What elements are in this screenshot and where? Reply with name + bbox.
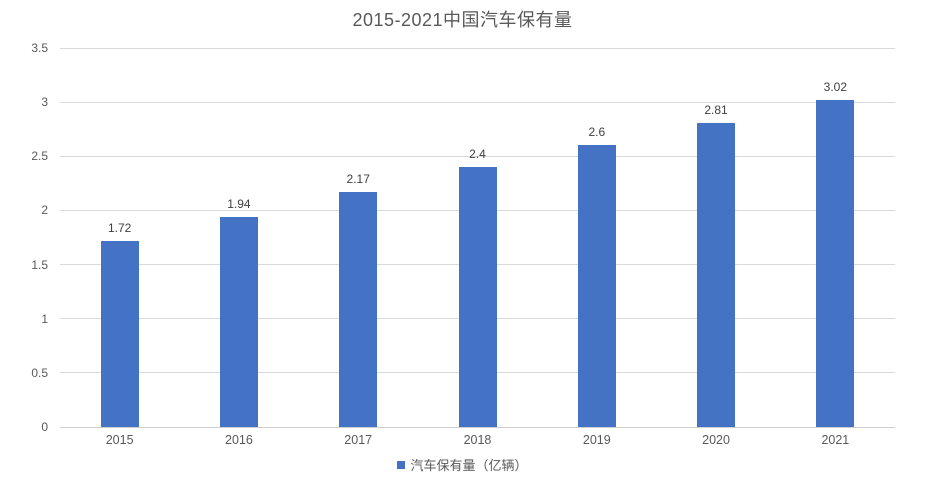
gridline bbox=[60, 155, 895, 157]
bar-2019 bbox=[577, 145, 616, 427]
x-axis-tick-label: 2018 bbox=[463, 433, 492, 447]
bar-value-label: 3.02 bbox=[823, 79, 848, 94]
y-axis-tick-label: 2.5 bbox=[31, 149, 48, 164]
bar-2020 bbox=[697, 122, 736, 427]
y-axis-tick-label: 3 bbox=[41, 95, 48, 110]
bar-2017 bbox=[339, 192, 378, 427]
bar-value-label: 2.81 bbox=[704, 102, 728, 117]
y-axis-tick-label: 0 bbox=[41, 420, 48, 434]
chart-title: 2015-2021中国汽车保有量 bbox=[352, 10, 573, 30]
x-axis-tick-label: 2021 bbox=[821, 433, 850, 447]
legend: 汽车保有量（亿辆） bbox=[0, 455, 925, 474]
gridline bbox=[60, 47, 895, 49]
x-axis-tick-label: 2016 bbox=[225, 433, 253, 447]
y-axis-tick-label: 0.5 bbox=[31, 365, 48, 380]
bar-value-label: 2.6 bbox=[588, 125, 606, 140]
x-axis-line bbox=[60, 426, 895, 428]
legend-entry: 汽车保有量（亿辆） bbox=[397, 455, 528, 474]
y-axis-tick-label: 2 bbox=[41, 203, 48, 218]
plot-area: 1.72 1.94 2.17 2.4 2.6 2.81 3.02 bbox=[60, 47, 895, 428]
gridline bbox=[60, 101, 895, 103]
bar-2018 bbox=[458, 167, 497, 427]
legend-label: 汽车保有量（亿辆） bbox=[410, 458, 528, 473]
bar-value-label: 2.4 bbox=[469, 147, 486, 162]
bar-value-label: 1.94 bbox=[227, 196, 251, 211]
bar-value-label: 2.17 bbox=[346, 172, 370, 187]
bar-value-label: 1.72 bbox=[107, 220, 132, 235]
x-axis-tick-label: 2015 bbox=[105, 433, 134, 447]
x-axis-tick-label: 2020 bbox=[702, 433, 730, 447]
y-axis-tick-label: 3.5 bbox=[31, 41, 48, 55]
y-axis-tick-label: 1.5 bbox=[31, 257, 48, 272]
x-axis-tick-label: 2017 bbox=[344, 433, 373, 447]
bar-2015 bbox=[100, 240, 139, 427]
bar-2016 bbox=[219, 216, 258, 427]
y-axis-tick-label: 1 bbox=[41, 311, 48, 326]
legend-swatch-icon bbox=[397, 460, 406, 469]
x-axis-tick-label: 2019 bbox=[582, 433, 611, 447]
bar-2021 bbox=[816, 99, 855, 427]
